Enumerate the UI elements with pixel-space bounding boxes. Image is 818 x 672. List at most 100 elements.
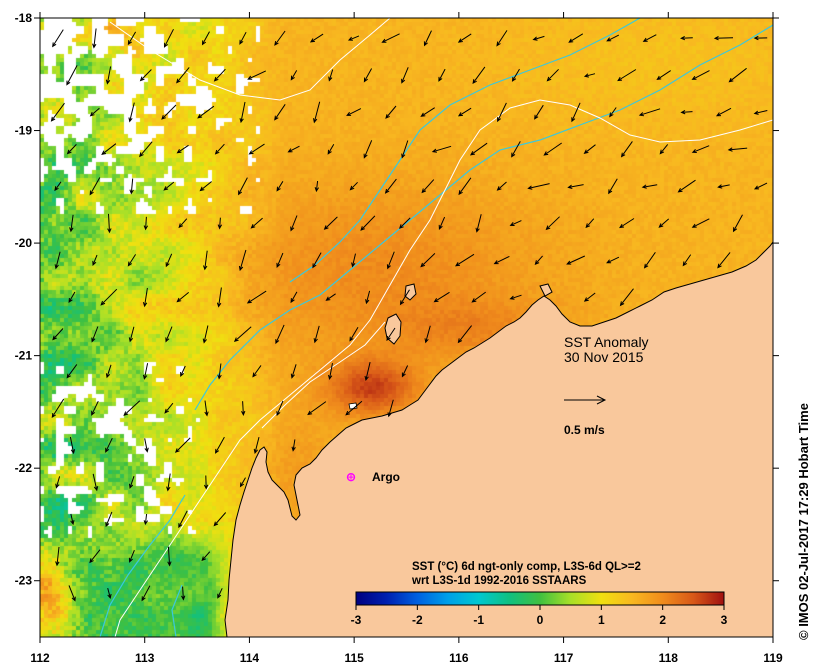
current-vector-arrow	[201, 551, 211, 562]
current-vector-arrow	[142, 363, 149, 380]
vector-scale-label: 0.5 m/s	[564, 423, 605, 437]
current-vector-arrow	[420, 253, 436, 268]
altimetry-contours	[99, 18, 773, 637]
plot-area	[50, 18, 773, 637]
current-vector-arrow	[328, 69, 334, 82]
current-vector-arrow	[239, 477, 246, 488]
current-vector-arrow	[732, 214, 743, 233]
current-vector-arrow	[176, 144, 189, 154]
current-vector-arrow	[398, 217, 411, 229]
current-vector-arrow	[91, 400, 99, 416]
colorbar-tick-label: -3	[351, 613, 362, 627]
lat-tick-label: -18	[15, 11, 33, 25]
current-vector-arrow	[202, 325, 209, 344]
current-vector-arrow	[163, 28, 174, 48]
current-vector-arrow	[566, 255, 586, 265]
current-vector-arrow	[509, 220, 522, 226]
current-vector-arrow	[314, 180, 320, 193]
lat-tick-label: -20	[15, 236, 33, 250]
current-vector-arrow	[142, 287, 148, 308]
current-vector-arrow	[166, 473, 171, 492]
current-vector-arrow	[401, 140, 409, 159]
current-vector-arrow	[54, 181, 62, 192]
current-vector-arrow	[275, 324, 285, 345]
current-vector-arrow	[70, 513, 75, 526]
current-vector-arrow	[68, 291, 76, 303]
current-vector-arrow	[201, 31, 210, 46]
altimetry-contour-line	[289, 18, 641, 283]
current-vector-arrow	[682, 254, 692, 267]
current-vector-arrow	[438, 216, 446, 230]
current-vector-arrow	[66, 364, 78, 379]
current-vector-arrow	[496, 181, 507, 191]
current-vector-arrow	[351, 253, 356, 268]
current-vector-arrow	[349, 327, 359, 342]
current-vector-arrow	[55, 476, 61, 489]
vector-scale-arrow	[564, 395, 607, 405]
current-vector-arrow	[92, 28, 97, 49]
current-vector-arrow	[127, 254, 137, 267]
current-vector-arrow	[52, 328, 64, 341]
current-vector-arrow	[66, 144, 77, 155]
current-vector-arrow	[606, 256, 620, 264]
island	[404, 283, 417, 301]
current-vector-arrow	[585, 218, 595, 229]
current-vector-arrow	[164, 402, 174, 414]
current-vector-arrow	[401, 67, 409, 84]
map-date: 30 Nov 2015	[564, 349, 644, 365]
current-vector-arrow	[105, 66, 112, 85]
lat-tick-label: -22	[15, 461, 33, 475]
current-vector-arrow	[469, 142, 488, 156]
current-vector-arrow	[276, 400, 284, 417]
current-vector-arrow	[363, 68, 373, 83]
current-vector-arrow	[641, 184, 658, 189]
current-vector-arrow	[178, 218, 188, 229]
altimetry-contour-line	[99, 494, 186, 637]
current-vector-arrow	[608, 178, 618, 195]
current-vector-arrow	[472, 66, 486, 85]
current-vector-arrow	[753, 110, 768, 115]
current-vector-arrow	[312, 252, 322, 269]
current-vector-arrow	[238, 177, 248, 196]
current-vector-arrow	[217, 363, 222, 380]
current-vector-arrow	[54, 251, 61, 270]
current-vector-arrow	[728, 67, 747, 83]
current-vector-arrow	[620, 141, 633, 158]
current-vector-arrow	[691, 145, 710, 153]
current-vector-arrow	[715, 107, 732, 117]
argo-star-icon	[348, 474, 354, 480]
current-vector-arrow	[250, 217, 263, 229]
current-vector-arrow	[680, 109, 693, 115]
argo-marker-icon	[346, 472, 356, 482]
current-vector-arrow	[89, 549, 101, 564]
current-vector-arrow	[511, 141, 521, 158]
current-vector-arrow	[364, 361, 371, 382]
current-vector-arrow	[638, 108, 661, 117]
current-vector-arrow	[349, 181, 358, 191]
argo-float-marker	[346, 472, 356, 482]
current-vector-arrow	[386, 251, 395, 270]
current-vector-arrow	[713, 35, 734, 41]
current-vector-arrow	[129, 476, 135, 489]
current-vector-arrow	[471, 291, 486, 303]
current-vector-arrow	[328, 363, 333, 381]
current-vector-arrow	[455, 253, 475, 267]
current-vector-arrow	[290, 364, 297, 379]
current-vector-arrow	[274, 30, 286, 46]
current-vector-arrow	[174, 437, 191, 453]
altimetry-contour-line	[171, 584, 183, 637]
current-vector-arrow	[197, 105, 215, 119]
current-vector-arrow	[546, 68, 559, 82]
current-vector-arrow	[656, 70, 671, 81]
lon-tick-label: 112	[30, 651, 50, 665]
current-vector-arrow	[424, 325, 431, 344]
current-vector-arrow	[50, 102, 65, 122]
current-vector-arrow	[313, 325, 320, 344]
current-vector-arrow	[345, 400, 363, 416]
current-vector-arrow	[180, 365, 186, 378]
current-vector-arrow	[509, 294, 522, 300]
current-vector-arrow	[239, 101, 246, 124]
lat-tick-label: -19	[15, 124, 33, 138]
current-vector-arrow	[619, 288, 634, 307]
